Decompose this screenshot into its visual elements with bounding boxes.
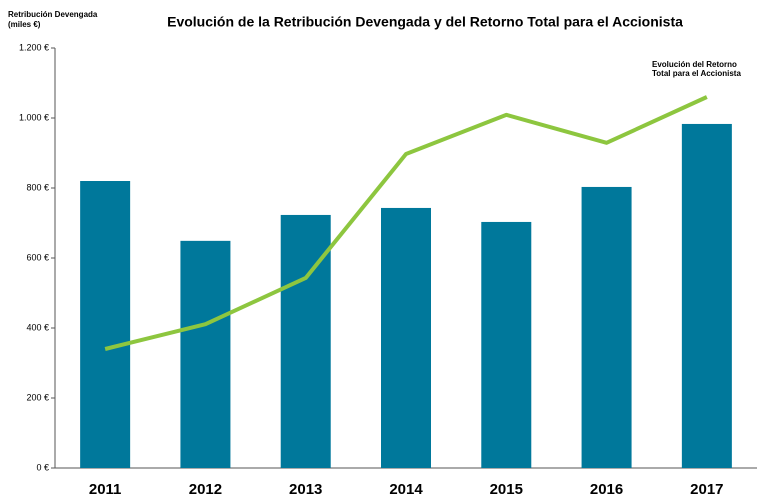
x-tick-label: 2013 [289, 481, 322, 498]
bar [80, 181, 131, 468]
y-tick-label: 400 € [26, 322, 49, 332]
y-tick-label: 0 € [36, 462, 49, 472]
y-tick-label: 200 € [26, 392, 49, 402]
y-tick-label: 1.200 € [19, 42, 49, 52]
bar [481, 221, 532, 468]
x-tick-label: 2012 [189, 481, 222, 498]
x-tick-label: 2015 [490, 481, 523, 498]
annotation: Evolución del Retorno [652, 60, 737, 69]
y-tick-label: 800 € [26, 182, 49, 192]
line [104, 95, 708, 351]
x-tick-label: 2014 [389, 481, 423, 498]
x-tick-label: 2016 [590, 481, 623, 498]
annotation: Total para el Accionista [652, 69, 741, 78]
bar [280, 214, 331, 468]
bar [681, 123, 732, 468]
bar [581, 186, 632, 468]
x-tick-label: 2017 [690, 481, 723, 498]
bar [381, 207, 431, 468]
y-axis-label: Retribución Devengada [8, 10, 98, 19]
y-tick-label: 1.000 € [19, 112, 49, 122]
bar [180, 240, 231, 468]
y-tick-label: 600 € [26, 252, 49, 262]
y-axis-label: (miles €) [8, 20, 41, 29]
x-tick-label: 2011 [89, 481, 122, 498]
chart-title: Evolución de la Retribución Devengada y … [167, 14, 683, 30]
